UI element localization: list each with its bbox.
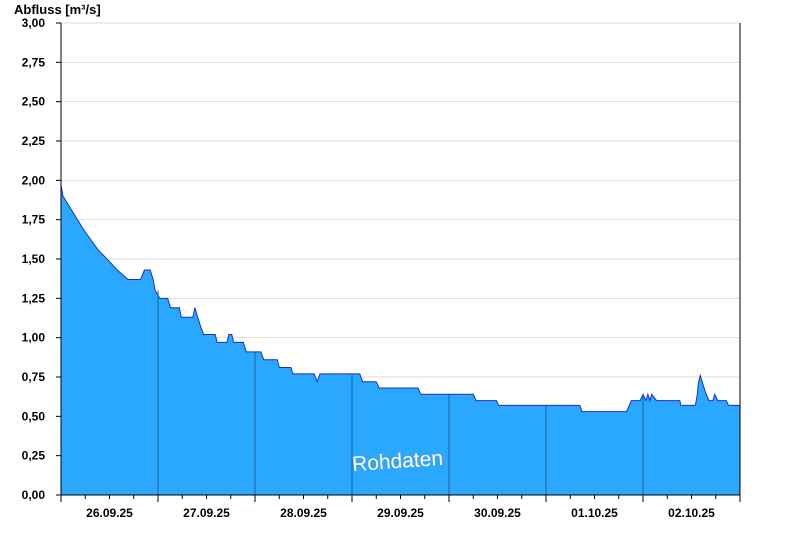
y-axis-ticks: 0,00 0,25 0,50 0,75 1,00 1,25 1,50 1,75 2,00 2,25…: [22, 16, 61, 502]
x-tick-label: 01.10.25: [571, 506, 618, 520]
y-tick-label: 0,50: [22, 409, 46, 423]
y-tick-label: 3,00: [22, 16, 46, 30]
watermark-rohdaten: Rohdaten: [351, 447, 443, 476]
x-tick-label: 27.09.25: [183, 506, 230, 520]
x-axis-ticks: 26.09.25 27.09.25 28.09.25 29.09.25 30.09.25…: [60, 495, 741, 520]
series-layer: [60, 184, 740, 495]
series-line: [60, 184, 740, 413]
y-tick-label: 1,25: [22, 291, 46, 305]
y-tick-label: 0,25: [22, 449, 46, 463]
x-tick-label: 02.10.25: [668, 506, 715, 520]
y-tick-label: 1,50: [22, 252, 46, 266]
x-tick-label: 28.09.25: [280, 506, 327, 520]
series-area: [61, 185, 740, 495]
y-tick-label: 2,75: [22, 55, 46, 69]
x-tick-label: 29.09.25: [377, 506, 424, 520]
x-tick-label: 26.09.25: [86, 506, 133, 520]
day-separators: [157, 290, 644, 495]
y-tick-label: 2,50: [22, 95, 46, 109]
y-tick-label: 0,75: [22, 370, 46, 384]
y-tick-label: 2,00: [22, 173, 46, 187]
y-tick-label: 1,00: [22, 331, 46, 345]
x-tick-label: 30.09.25: [474, 506, 521, 520]
y-tick-label: 2,25: [22, 134, 46, 148]
y-tick-label: 1,75: [22, 213, 46, 227]
y-tick-label: 0,00: [22, 488, 46, 502]
y-axis-title: Abfluss [m³/s]: [14, 2, 101, 17]
